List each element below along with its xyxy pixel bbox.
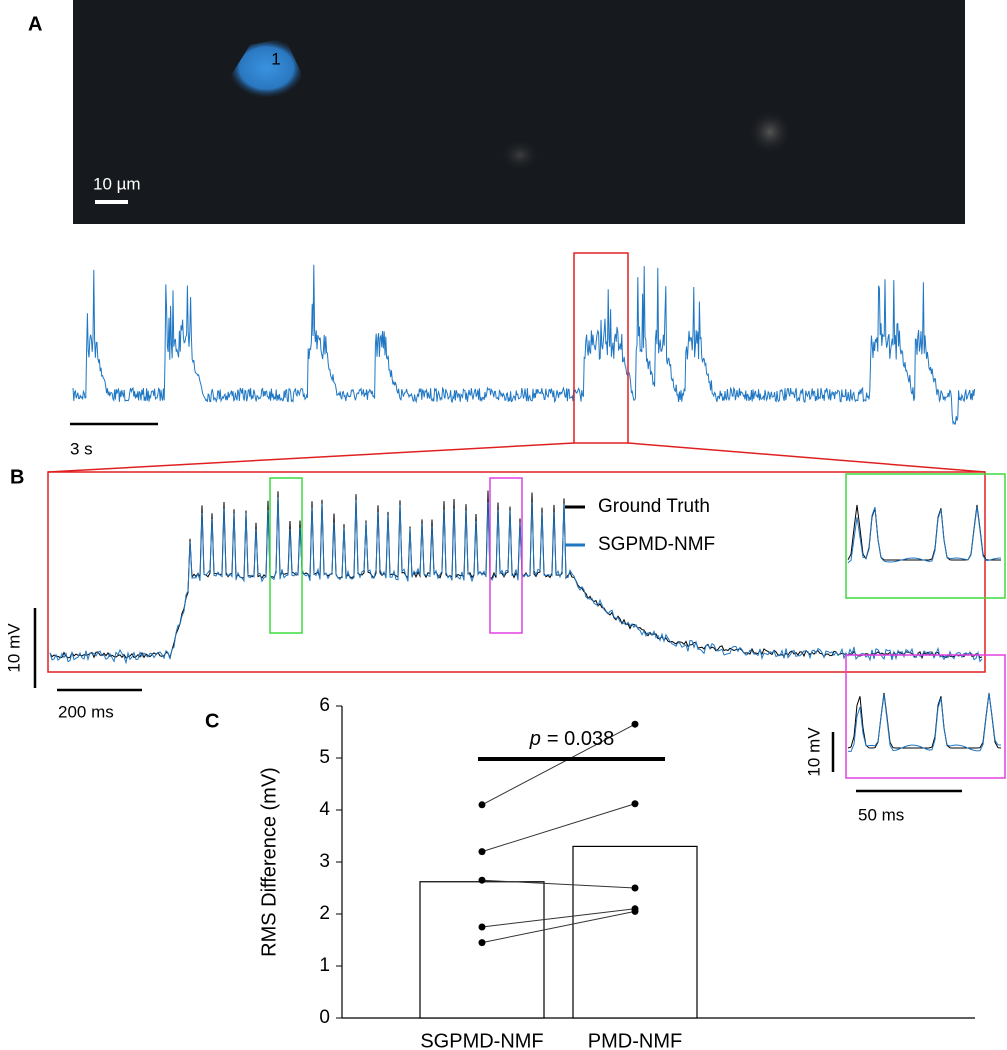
panel-label: B [10, 466, 24, 488]
pair-point [478, 939, 486, 947]
pair-point [631, 800, 639, 808]
panel-label: C [205, 710, 219, 732]
y-tick-label: 2 [319, 903, 330, 924]
y-tick-label: 3 [319, 851, 330, 872]
insets [847, 504, 1002, 753]
legend-label: SGPMD-NMF [598, 534, 715, 555]
pair-line [481, 908, 636, 928]
panel-label: A [28, 13, 42, 35]
bar-chart: 0 1 2 3 4 5 6 RMS Difference (mV) SGPMD-NMF PMD-N… [258, 695, 975, 1050]
y-tick-label: 6 [319, 695, 330, 716]
micrograph [73, 0, 965, 224]
zoom-trace [49, 490, 983, 665]
scale-bar-label: 3 s [70, 439, 93, 458]
inset-trace [847, 692, 1002, 749]
x-tick-label: PMD-NMF [588, 1030, 682, 1050]
pair-point [478, 801, 486, 809]
pair-line [481, 910, 636, 944]
x-tick-label: SGPMD-NMF [420, 1030, 543, 1050]
annotation-symbol: p [529, 728, 541, 750]
y-axis-label: RMS Difference (mV) [258, 767, 280, 957]
inset-box [269, 477, 303, 634]
scale-bar-label: 10 µm [93, 174, 141, 193]
blob [748, 110, 792, 154]
y-tick-label: 1 [319, 955, 330, 976]
scale-bar-label: 10 mV [4, 623, 23, 673]
inset-trace [847, 506, 1002, 564]
pair-line [481, 723, 636, 806]
annotation: p = 0.038 [529, 728, 614, 750]
legend-label: Ground Truth [598, 496, 710, 517]
scale-bar-label: 10 mV [804, 727, 823, 777]
trace [72, 264, 976, 425]
y-tick-label: 4 [319, 799, 330, 820]
zoom-line [47, 442, 575, 473]
pair-point [631, 720, 639, 728]
trace-line [72, 264, 976, 425]
inset-trace [847, 693, 1002, 753]
zoom-line [627, 442, 986, 473]
pair-line [481, 803, 636, 853]
blob [500, 139, 540, 171]
cell [228, 38, 305, 98]
scale-bar-label: 50 ms [858, 805, 904, 824]
zoom-box [573, 252, 629, 444]
legend: Ground Truth SGPMD-NMF [565, 496, 715, 555]
pair-point [478, 848, 486, 856]
inset-box [489, 477, 523, 634]
inset-frame [845, 473, 1006, 599]
pair-point [631, 884, 639, 892]
annotation-text: = 0.038 [547, 728, 614, 750]
scale-bar-label: 200 ms [58, 702, 114, 721]
pair-line [481, 879, 636, 889]
pair-point [478, 876, 486, 884]
y-tick-label: 5 [319, 747, 330, 768]
pair-point [478, 923, 486, 931]
pair-point [631, 907, 639, 915]
y-tick-label: 0 [319, 1007, 330, 1028]
zoom-frame [47, 471, 986, 673]
bar [572, 845, 698, 1019]
cell-label: 1 [271, 49, 280, 68]
bar [419, 881, 545, 1019]
inset-frame [845, 654, 1006, 779]
trace-line [49, 497, 983, 665]
